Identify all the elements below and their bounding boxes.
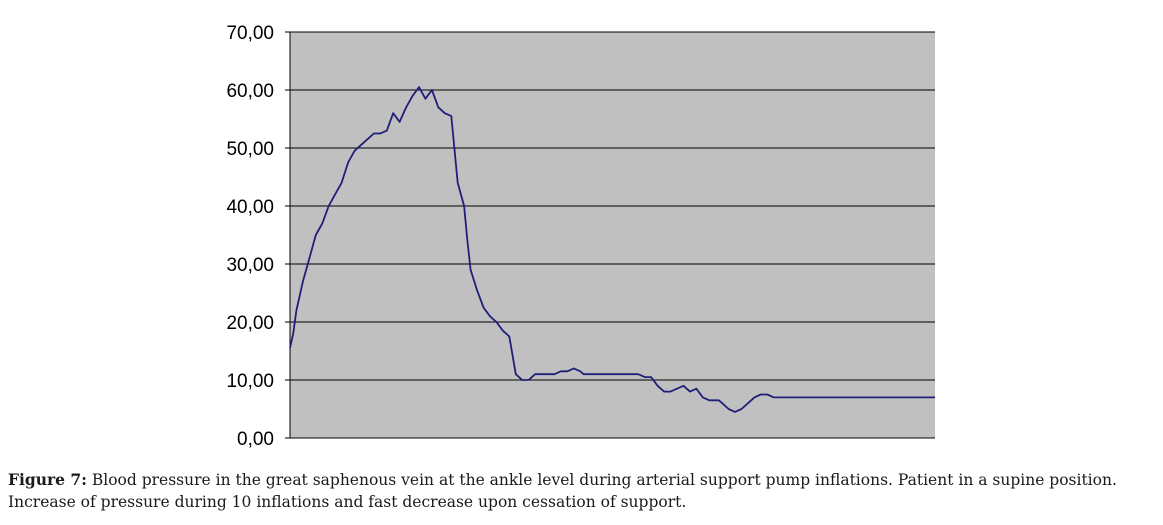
y-tick-label: 20,00	[226, 313, 274, 334]
figure-caption: Figure 7: Blood pressure in the great sa…	[8, 469, 1158, 513]
plot-area	[290, 32, 935, 438]
line-chart: 0,00 10,00 20,00 30,00 40,00 50,00 60,00 70,00	[226, 23, 935, 450]
caption-label: Figure 7:	[8, 470, 87, 489]
y-tick-label: 0,00	[237, 429, 274, 450]
gridlines	[290, 31, 935, 381]
y-axis-ticks	[285, 31, 290, 439]
series-line	[289, 86, 935, 413]
caption-text: Blood pressure in the great saphenous ve…	[8, 471, 1117, 511]
y-axis-tick-labels: 0,00 10,00 20,00 30,00 40,00 50,00 60,00 70,00	[226, 23, 274, 450]
y-tick-label: 50,00	[226, 139, 274, 160]
y-tick-label: 40,00	[226, 197, 274, 218]
y-tick-label: 60,00	[226, 81, 274, 102]
y-tick-label: 70,00	[226, 23, 274, 44]
y-tick-label: 10,00	[226, 371, 274, 392]
y-tick-label: 30,00	[226, 255, 274, 276]
